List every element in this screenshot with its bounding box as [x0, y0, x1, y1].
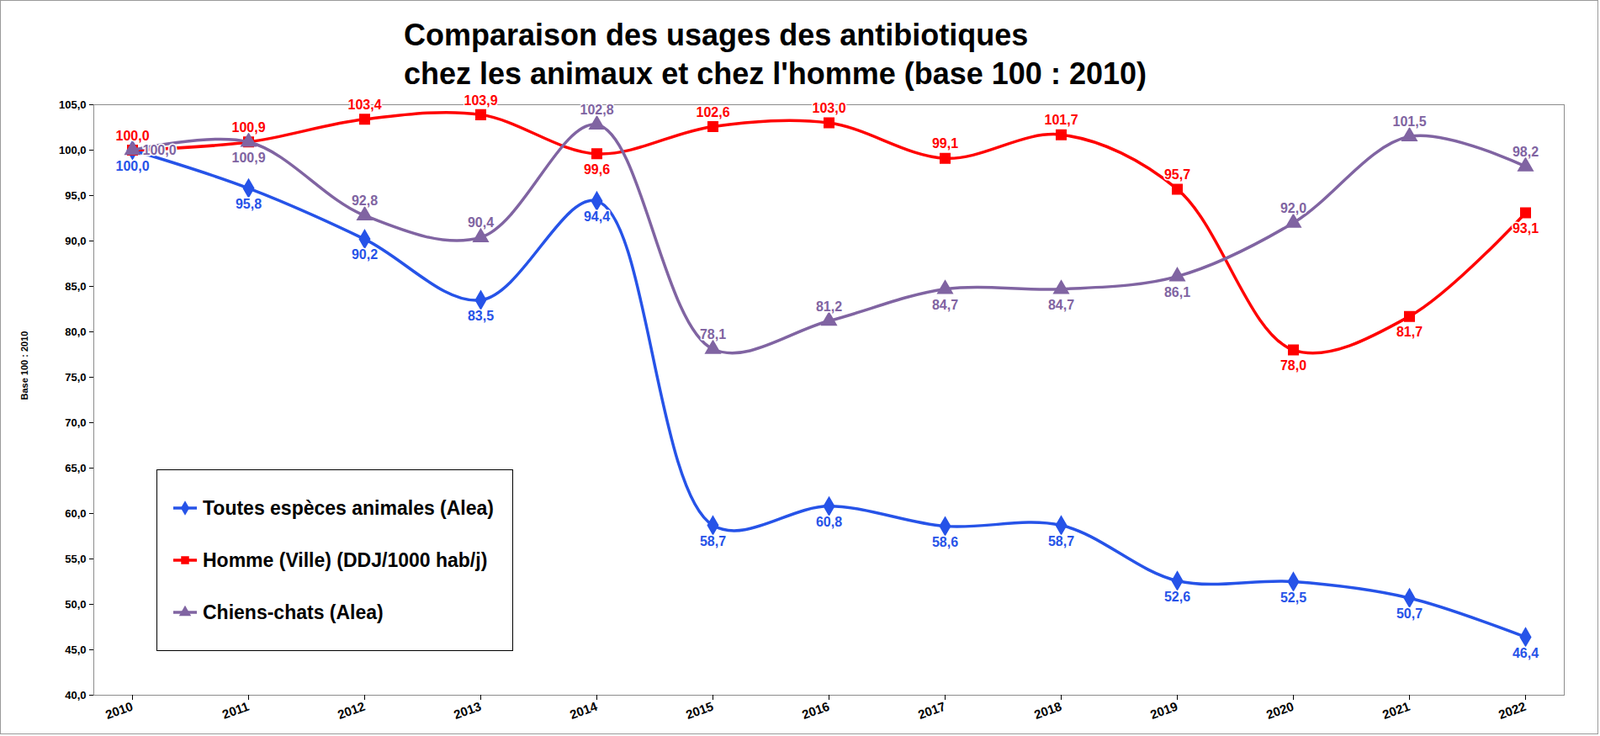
svg-text:101,5: 101,5 [1392, 114, 1426, 129]
svg-text:103,0: 103,0 [811, 100, 846, 116]
svg-text:95,7: 95,7 [1164, 167, 1191, 182]
svg-text:2010: 2010 [103, 699, 135, 722]
svg-text:100,0: 100,0 [58, 143, 87, 157]
svg-text:100,9: 100,9 [231, 150, 265, 165]
svg-text:50,0: 50,0 [64, 598, 86, 611]
svg-text:2016: 2016 [800, 699, 832, 722]
svg-text:70,0: 70,0 [64, 416, 86, 430]
svg-text:2022: 2022 [1496, 699, 1528, 722]
svg-text:103,9: 103,9 [463, 93, 498, 108]
svg-text:58,6: 58,6 [932, 535, 959, 550]
svg-text:92,8: 92,8 [351, 193, 378, 208]
svg-text:90,2: 90,2 [351, 247, 378, 262]
svg-text:60,8: 60,8 [815, 514, 843, 530]
html-text:Chiens-chats (Alea): Chiens-chats (Alea) [202, 601, 384, 623]
svg-text:2015: 2015 [683, 699, 716, 722]
svg-text:52,5: 52,5 [1280, 590, 1307, 605]
svg-text:100,9: 100,9 [231, 120, 265, 135]
svg-text:40,0: 40,0 [64, 688, 86, 702]
svg-text:98,2: 98,2 [1512, 144, 1539, 159]
svg-text:58,7: 58,7 [699, 534, 726, 549]
svg-text:83,5: 83,5 [467, 308, 494, 324]
html-text:Comparaison des usages des ant: Comparaison des usages des antibiotiques… [403, 17, 1147, 91]
svg-text:85,0: 85,0 [64, 280, 86, 293]
svg-text:2021: 2021 [1380, 699, 1412, 722]
svg-text:60,0: 60,0 [64, 507, 86, 520]
svg-text:95,8: 95,8 [235, 196, 262, 212]
svg-text:2017: 2017 [916, 699, 948, 722]
svg-text:99,1: 99,1 [932, 136, 959, 151]
svg-text:90,4: 90,4 [467, 215, 494, 230]
svg-text:78,1: 78,1 [699, 327, 726, 342]
svg-text:81,7: 81,7 [1396, 324, 1423, 340]
svg-text:101,7: 101,7 [1043, 112, 1078, 128]
svg-text:2020: 2020 [1264, 699, 1296, 722]
svg-text:2011: 2011 [220, 699, 251, 722]
svg-text:75,0: 75,0 [64, 370, 86, 384]
svg-text:81,2: 81,2 [815, 299, 843, 314]
svg-text:105,0: 105,0 [58, 98, 87, 112]
svg-text:93,1: 93,1 [1512, 221, 1539, 236]
svg-text:99,6: 99,6 [583, 162, 610, 177]
svg-text:100,0: 100,0 [115, 128, 149, 144]
svg-text:84,7: 84,7 [932, 297, 959, 313]
svg-text:50,7: 50,7 [1396, 606, 1423, 621]
svg-text:2014: 2014 [567, 698, 600, 722]
svg-text:102,6: 102,6 [695, 105, 730, 120]
svg-text:102,8: 102,8 [579, 102, 614, 117]
svg-text:90,0: 90,0 [64, 234, 86, 248]
svg-text:46,4: 46,4 [1512, 646, 1539, 661]
svg-text:95,0: 95,0 [64, 189, 86, 202]
svg-text:2018: 2018 [1032, 699, 1064, 722]
svg-text:86,1: 86,1 [1164, 285, 1191, 300]
html-text:Homme (Ville) (DDJ/1000 hab/j): Homme (Ville) (DDJ/1000 hab/j) [202, 548, 488, 571]
svg-text:80,0: 80,0 [64, 325, 86, 339]
svg-text:84,7: 84,7 [1048, 297, 1075, 313]
svg-text:52,6: 52,6 [1164, 589, 1191, 604]
svg-text:58,7: 58,7 [1048, 534, 1075, 549]
svg-text:103,4: 103,4 [347, 97, 382, 112]
svg-text:100,0: 100,0 [115, 158, 149, 174]
svg-text:65,0: 65,0 [64, 461, 86, 475]
svg-text:94,4: 94,4 [583, 209, 610, 224]
svg-text:2012: 2012 [335, 699, 367, 722]
svg-text:55,0: 55,0 [64, 552, 86, 566]
html-text:Toutes espèces animales (Alea): Toutes espèces animales (Alea) [202, 496, 494, 519]
svg-text:78,0: 78,0 [1280, 358, 1307, 373]
svg-text:100,0: 100,0 [143, 143, 177, 158]
svg-text:2013: 2013 [451, 699, 483, 722]
svg-text:Base 100 : 2010: Base 100 : 2010 [19, 331, 30, 401]
svg-text:92,0: 92,0 [1280, 201, 1307, 216]
svg-text:2019: 2019 [1148, 699, 1180, 722]
svg-text:45,0: 45,0 [64, 643, 86, 657]
